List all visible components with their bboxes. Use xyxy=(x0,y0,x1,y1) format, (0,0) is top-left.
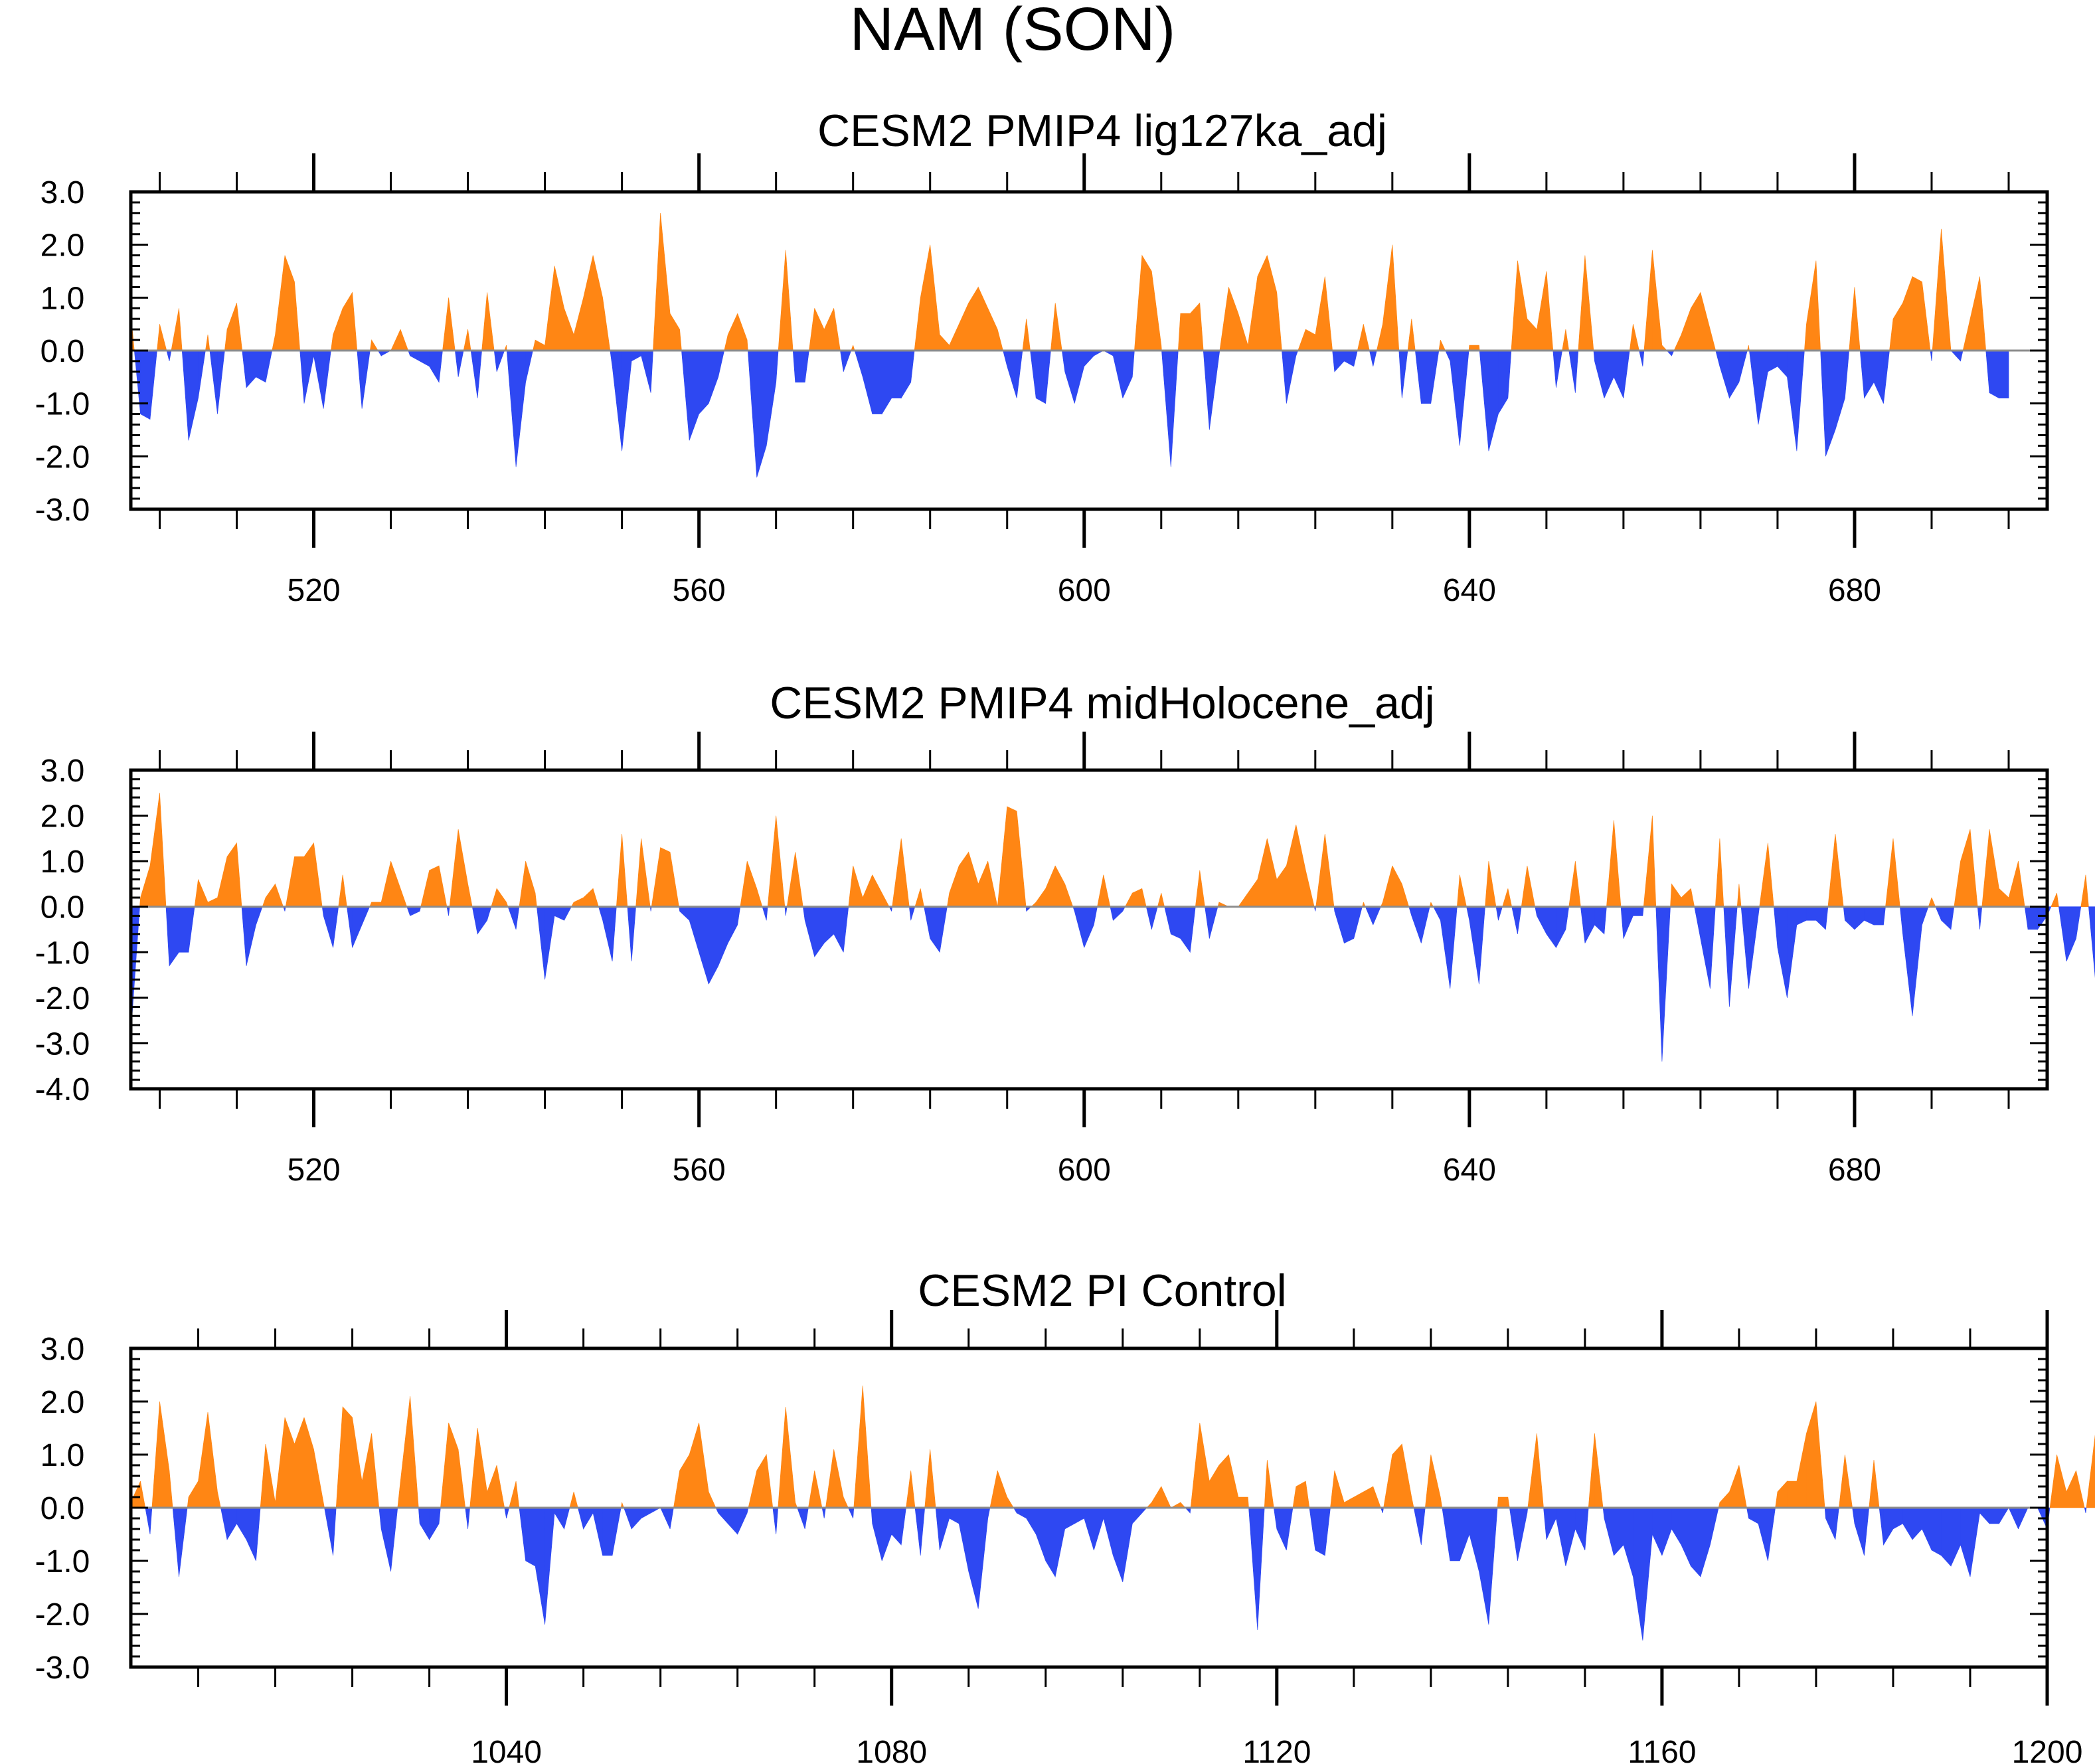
y-tick-label: -2.0 xyxy=(35,1597,90,1633)
x-tick-label: 640 xyxy=(1443,573,1496,608)
y-tick-label: 3.0 xyxy=(41,175,85,210)
x-tick-label: 600 xyxy=(1058,573,1111,608)
x-tick-label: 560 xyxy=(673,1153,726,1188)
x-tick-label: 1200 xyxy=(2012,1735,2083,1764)
data-points xyxy=(130,792,2095,1062)
data-points xyxy=(130,212,2009,478)
y-tick-label: 0.0 xyxy=(41,1491,85,1526)
chart-panel-3: CESM2 PI Control 3.0 2.0 1.0 0.0 -1.0 -2.0 -3.0… xyxy=(35,1265,2095,1764)
negative-area xyxy=(130,906,2095,1062)
x-tick-label: 600 xyxy=(1058,1153,1111,1188)
y-tick-label: 0.0 xyxy=(41,890,85,925)
y-tick-label: 1.0 xyxy=(41,281,85,316)
y-tick-label: 0.0 xyxy=(41,334,85,369)
chart-panel-1: CESM2 PMIP4 lig127ka_adj 3.0 2.0 1.0 0.0 -1.0… xyxy=(35,106,2049,608)
y-tick-label: -2.0 xyxy=(35,981,90,1016)
y-tick-label: -4.0 xyxy=(35,1072,90,1107)
x-tick-label: 1080 xyxy=(856,1735,927,1764)
y-tick-label: 3.0 xyxy=(41,754,85,789)
x-tick-label: 1040 xyxy=(471,1735,542,1764)
y-tick-label: 1.0 xyxy=(41,844,85,880)
x-tick-label: 640 xyxy=(1443,1153,1496,1188)
x-tick-label: 560 xyxy=(673,573,726,608)
y-tick-label: -1.0 xyxy=(35,387,90,422)
y-tick-label: 2.0 xyxy=(41,1385,85,1420)
positive-area xyxy=(130,1385,2095,1508)
y-tick-label: -1.0 xyxy=(35,935,90,971)
negative-area xyxy=(133,350,2009,478)
y-tick-label: -1.0 xyxy=(35,1544,90,1579)
x-tick-label: 680 xyxy=(1828,573,1881,608)
x-tick-label: 520 xyxy=(288,573,341,608)
y-tick-label: 3.0 xyxy=(41,1332,85,1367)
y-tick-label: -3.0 xyxy=(35,493,90,528)
y-tick-label: 2.0 xyxy=(41,228,85,264)
y-tick-label: -2.0 xyxy=(35,440,90,475)
y-tick-label: -3.0 xyxy=(35,1026,90,1062)
x-tick-label: 1160 xyxy=(1628,1735,1696,1764)
positive-area xyxy=(139,793,2089,907)
x-tick-label: 520 xyxy=(288,1153,341,1188)
positive-area xyxy=(130,212,1987,351)
x-tick-label: 680 xyxy=(1828,1153,1881,1188)
y-tick-label: -3.0 xyxy=(35,1650,90,1686)
figure-title: NAM (SON) xyxy=(850,0,1176,63)
panels: CESM2 PMIP4 lig127ka_adj 3.0 2.0 1.0 0.0 -1.0… xyxy=(35,106,2095,1764)
panel-title: CESM2 PMIP4 lig127ka_adj xyxy=(817,106,1387,156)
y-tick-label: 2.0 xyxy=(41,799,85,835)
negative-area xyxy=(145,1507,2087,1641)
panel-title: CESM2 PMIP4 midHolocene_adj xyxy=(770,678,1435,728)
x-tick-label: 1120 xyxy=(1242,1735,1311,1764)
panel-title: CESM2 PI Control xyxy=(918,1265,1287,1316)
chart-panel-2: CESM2 PMIP4 midHolocene_adj 3.0 2.0 1.0 0.0 -… xyxy=(35,678,2095,1188)
y-tick-label: 1.0 xyxy=(41,1438,85,1473)
plot-frame xyxy=(129,768,2049,1091)
